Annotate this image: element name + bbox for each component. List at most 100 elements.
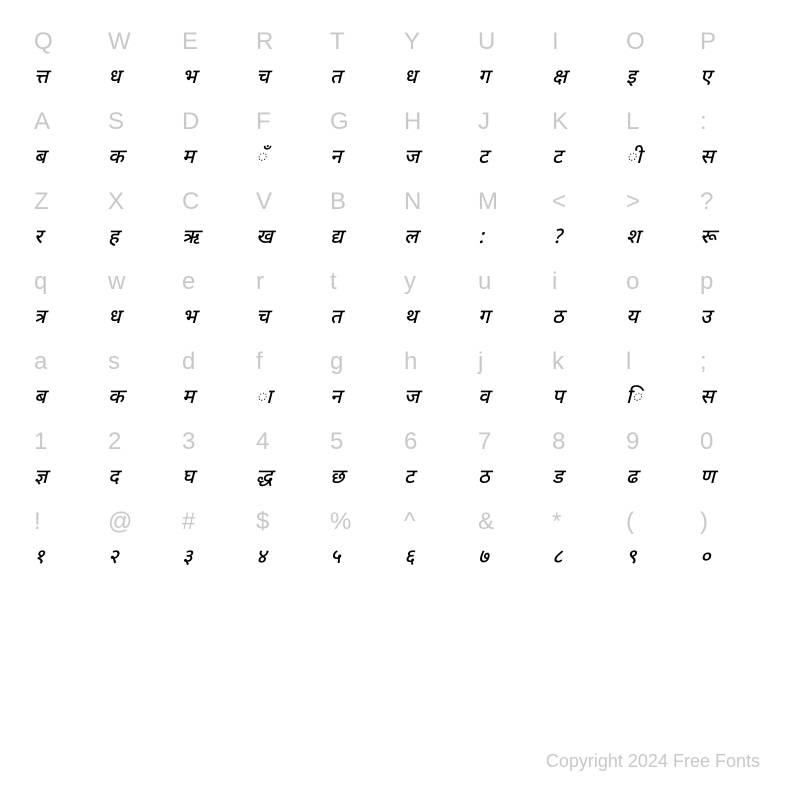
glyph-label: घ xyxy=(182,466,194,492)
glyph-label: ० xyxy=(700,546,711,572)
key-label: G xyxy=(330,108,349,136)
char-cell: kप xyxy=(548,340,622,420)
key-label: i xyxy=(552,268,557,296)
key-label: f xyxy=(256,348,263,376)
glyph-label: भ xyxy=(182,306,197,332)
glyph-label: : xyxy=(478,226,484,252)
char-cell: Zर xyxy=(30,180,104,260)
char-cell: <? xyxy=(548,180,622,260)
glyph-label: ट xyxy=(552,146,562,172)
char-cell: %५ xyxy=(326,500,400,580)
key-label: 3 xyxy=(182,428,195,456)
key-label: k xyxy=(552,348,564,376)
key-label: R xyxy=(256,28,273,56)
char-cell: sक xyxy=(104,340,178,420)
key-label: K xyxy=(552,108,568,136)
key-label: X xyxy=(108,188,124,216)
key-label: 2 xyxy=(108,428,121,456)
key-label: W xyxy=(108,28,131,56)
char-cell: lि xyxy=(622,340,696,420)
glyph-label: क xyxy=(108,146,124,172)
char-cell: Dम xyxy=(178,100,252,180)
glyph-label: द xyxy=(108,466,119,492)
key-label: # xyxy=(182,508,195,536)
glyph-label: ी xyxy=(626,146,642,172)
glyph-label: ६ xyxy=(404,546,415,572)
char-cell: hज xyxy=(400,340,474,420)
glyph-label: ८ xyxy=(552,546,563,572)
char-cell: :स xyxy=(696,100,770,180)
char-cell: 2द xyxy=(104,420,178,500)
char-cell: qत्र xyxy=(30,260,104,340)
glyph-label: स xyxy=(700,146,714,172)
char-cell: ?रू xyxy=(696,180,770,260)
key-label: S xyxy=(108,108,124,136)
char-cell: Tत xyxy=(326,20,400,100)
char-cell: 9ढ xyxy=(622,420,696,500)
key-label: ) xyxy=(700,508,708,536)
key-label: $ xyxy=(256,508,269,536)
glyph-label: श xyxy=(626,226,640,252)
char-cell: 1ज्ञ xyxy=(30,420,104,500)
key-label: 5 xyxy=(330,428,343,456)
glyph-label: ढ xyxy=(626,466,638,492)
char-cell: Pए xyxy=(696,20,770,100)
glyph-label: स xyxy=(700,386,714,412)
char-cell: Lी xyxy=(622,100,696,180)
key-label: N xyxy=(404,188,421,216)
key-label: V xyxy=(256,188,272,216)
char-cell: Gन xyxy=(326,100,400,180)
glyph-label: ट xyxy=(404,466,414,492)
key-label: 8 xyxy=(552,428,565,456)
char-cell: @२ xyxy=(104,500,178,580)
glyph-label: ख xyxy=(256,226,273,252)
char-cell: Uग xyxy=(474,20,548,100)
glyph-label: ५ xyxy=(330,546,341,572)
key-label: F xyxy=(256,108,271,136)
glyph-label: ? xyxy=(552,226,563,252)
glyph-label: च xyxy=(256,306,269,332)
glyph-label: ठ xyxy=(552,306,564,332)
char-cell: Wध xyxy=(104,20,178,100)
glyph-label: न xyxy=(330,146,341,172)
key-label: L xyxy=(626,108,639,136)
key-label: ; xyxy=(700,348,707,376)
glyph-label: २ xyxy=(108,546,119,572)
key-label: M xyxy=(478,188,498,216)
key-label: g xyxy=(330,348,343,376)
key-label: > xyxy=(626,188,640,216)
key-label: I xyxy=(552,28,559,56)
char-cell: $४ xyxy=(252,500,326,580)
char-cell: gन xyxy=(326,340,400,420)
char-cell: 3घ xyxy=(178,420,252,500)
char-cell: rच xyxy=(252,260,326,340)
char-cell: Xह xyxy=(104,180,178,260)
key-label: 7 xyxy=(478,428,491,456)
glyph-label: म xyxy=(182,386,194,412)
glyph-label: भ xyxy=(182,66,197,92)
char-cell: >श xyxy=(622,180,696,260)
glyph-label: त xyxy=(330,66,342,92)
key-label: Q xyxy=(34,28,53,56)
char-cell: wध xyxy=(104,260,178,340)
char-cell: Hज xyxy=(400,100,474,180)
copyright-footer: Copyright 2024 Free Fonts xyxy=(546,751,760,772)
key-label: w xyxy=(108,268,125,296)
key-label: A xyxy=(34,108,50,136)
char-cell: Vख xyxy=(252,180,326,260)
char-cell: #३ xyxy=(178,500,252,580)
char-cell: dम xyxy=(178,340,252,420)
key-label: p xyxy=(700,268,713,296)
char-cell: tत xyxy=(326,260,400,340)
char-cell: fा xyxy=(252,340,326,420)
glyph-label: रू xyxy=(700,226,716,252)
glyph-label: ठ xyxy=(478,466,490,492)
key-label: O xyxy=(626,28,645,56)
char-cell: 8ड xyxy=(548,420,622,500)
char-cell: &७ xyxy=(474,500,548,580)
key-label: d xyxy=(182,348,195,376)
char-cell: Oइ xyxy=(622,20,696,100)
key-label: * xyxy=(552,508,561,536)
key-label: o xyxy=(626,268,639,296)
key-label: : xyxy=(700,108,707,136)
